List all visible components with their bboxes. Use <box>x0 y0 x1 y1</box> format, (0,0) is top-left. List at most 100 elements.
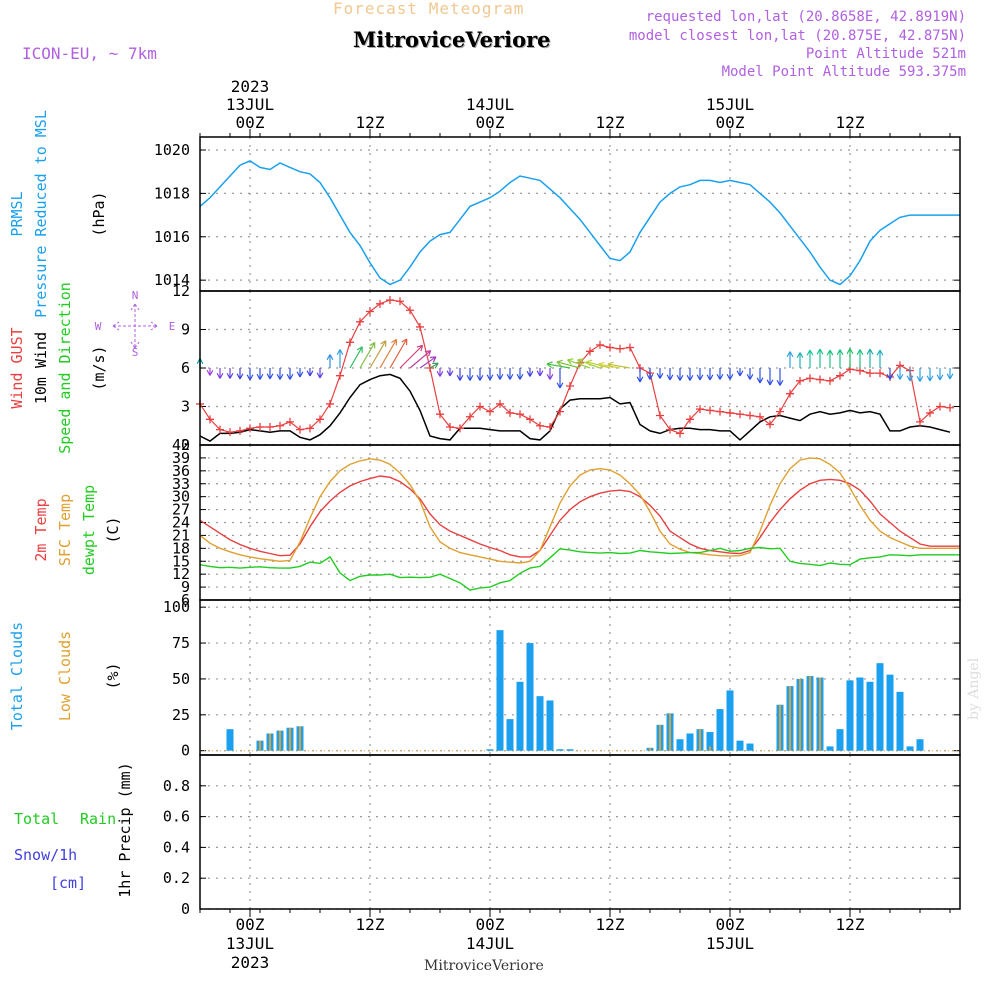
wind-direction-arrow <box>316 368 324 379</box>
low-clouds-bar <box>669 713 671 751</box>
y-tick-label: 1018 <box>154 184 190 202</box>
compass-n: N <box>132 289 139 302</box>
gust-marker <box>746 411 754 420</box>
y-tick-label: 50 <box>172 670 190 688</box>
wind-direction-arrow <box>876 349 884 368</box>
gust-marker <box>936 402 944 411</box>
time-label-top: 12Z <box>356 113 385 132</box>
wind-speed-line <box>199 373 951 442</box>
gust-marker <box>556 407 564 416</box>
wind-direction-arrow <box>566 358 591 369</box>
time-label-bottom: 12Z <box>356 915 385 934</box>
panel-frame-precip <box>199 754 961 910</box>
total-clouds-bar <box>906 746 914 751</box>
wind-direction-arrow <box>696 368 704 381</box>
y-tick-label: 33 <box>172 475 190 493</box>
low-clouds-bar <box>779 704 781 751</box>
compass-e: E <box>169 320 176 333</box>
gust-marker <box>916 417 924 426</box>
gust-marker <box>446 423 454 432</box>
gust-marker <box>346 338 354 347</box>
gust-marker <box>366 307 374 316</box>
time-label-top: 00Z <box>716 113 745 132</box>
wind-direction-arrow <box>486 368 494 381</box>
low-clouds-bar <box>789 686 791 751</box>
total-clouds-label: Total Clouds <box>8 622 26 730</box>
gust-marker <box>296 425 304 434</box>
time-label-bottom: 12Z <box>836 915 865 934</box>
total-clouds-bar <box>736 740 744 751</box>
gust-marker <box>696 405 704 414</box>
wind-direction-arrow <box>526 368 534 377</box>
wind-direction-arrow <box>429 362 439 369</box>
wind-direction-arrow <box>369 340 387 369</box>
gust-marker <box>266 423 274 432</box>
gust-marker <box>466 412 474 421</box>
precip-snow-label: Snow/1h <box>14 846 77 864</box>
low-clouds-bar <box>819 677 821 751</box>
low-clouds-label: Low Clouds <box>56 631 74 721</box>
wind-direction-arrow <box>359 341 376 369</box>
total-clouds-bar <box>566 749 574 751</box>
wind-direction-arrow <box>916 368 924 382</box>
low-clouds-bar <box>709 746 711 751</box>
wind-direction-arrow <box>926 368 934 382</box>
wind-direction-arrow <box>246 368 254 381</box>
model-altitude: Model Point Altitude 593.375m <box>721 64 966 80</box>
wind-direction-arrow <box>646 368 654 380</box>
wind-direction-arrow <box>666 368 674 381</box>
total-clouds-bar <box>516 681 524 751</box>
wind-direction-arrow <box>389 338 408 369</box>
wind-direction-arrow <box>506 368 514 380</box>
wind-direction-arrow <box>516 368 524 380</box>
wind-direction-arrow <box>607 361 631 369</box>
wind-direction-arrow <box>236 368 244 380</box>
wind-direction-arrow <box>496 368 504 380</box>
gust-marker <box>416 322 424 331</box>
gust-marker <box>606 343 614 352</box>
y-tick-label: 0.6 <box>163 808 190 826</box>
pressure-unit: (hPa) <box>90 191 108 236</box>
wind-direction-arrow <box>476 368 484 381</box>
gust-marker <box>726 408 734 417</box>
gust-marker <box>596 340 604 349</box>
y-tick-label: 1020 <box>154 141 190 159</box>
gust-marker <box>356 317 364 326</box>
wind-direction-arrow <box>776 368 784 386</box>
wind-direction-arrow <box>946 368 954 380</box>
total-clouds-bar <box>916 739 924 751</box>
model-label: ICON-EU, ~ 7km <box>22 44 157 63</box>
date-label-top: 13JUL <box>226 95 274 114</box>
date-label-top: 14JUL <box>466 95 514 114</box>
requested-coords: requested lon,lat (20.8658E, 42.8919N) <box>645 9 966 25</box>
year-label-top: 2023 <box>231 77 270 96</box>
gust-marker <box>866 369 874 378</box>
total-clouds-bar <box>846 680 854 751</box>
wind-direction-arrow <box>736 368 744 377</box>
time-label-bottom: 00Z <box>236 915 265 934</box>
wind-direction-arrow <box>456 368 464 381</box>
y-tick-label: 3 <box>181 398 190 416</box>
gust-marker <box>316 415 324 424</box>
gust-marker <box>586 347 594 356</box>
wind-direction-arrow <box>556 359 581 369</box>
gust-marker <box>256 423 264 432</box>
total-clouds-bar <box>866 681 874 751</box>
temp-2m-line <box>199 475 960 558</box>
gust-marker <box>736 410 744 419</box>
gust-marker <box>246 424 254 433</box>
gust-marker <box>476 402 484 411</box>
total-clouds-bar <box>536 696 544 751</box>
gust-marker <box>666 425 674 434</box>
dewpoint-label: dewpt Temp <box>80 485 98 575</box>
y-tick-label: 0.8 <box>163 777 190 795</box>
wind-direction-arrow <box>336 349 344 368</box>
low-clouds-bar <box>649 747 651 751</box>
wind-direction-arrow <box>276 368 284 380</box>
temp-unit: (C) <box>104 516 122 543</box>
gust-marker <box>206 415 214 424</box>
total-clouds-bar <box>896 691 904 751</box>
wind-direction-arrow <box>806 349 814 368</box>
wind-direction-arrow <box>409 350 432 369</box>
